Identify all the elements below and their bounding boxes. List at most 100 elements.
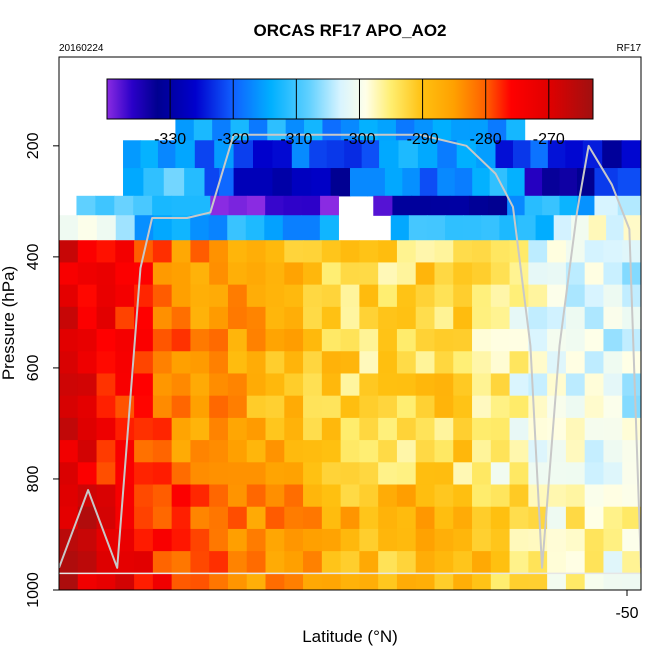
heatmap-cell [190,551,210,574]
heatmap-cell [190,329,210,352]
heatmap-cell [265,306,285,330]
heatmap-cell [284,484,304,508]
heatmap-cell [434,306,454,330]
heatmap-cell [576,195,596,216]
heatmap-cell [227,329,248,352]
heatmap-cell [530,140,549,169]
heatmap-cell [96,262,116,286]
heatmap-cell [415,262,436,286]
heatmap-cell [396,506,417,530]
heatmap-cell [434,573,454,590]
heatmap-cell [228,195,248,216]
heatmap-cell [622,462,641,486]
heatmap-cell [584,395,605,419]
heatmap-cell [434,395,454,419]
heatmap-cell [415,573,436,590]
heatmap-cell [321,440,342,463]
heatmap-cell [617,168,641,197]
colorbar-tick-label: -330 [154,131,186,148]
heatmap-cell [171,551,192,574]
heatmap-cell [246,284,267,308]
heatmap-cell [565,351,586,375]
heatmap-cell [547,484,567,508]
heatmap-cell [59,284,79,308]
heatmap-cell [209,329,229,352]
heatmap-cell [190,306,210,330]
heatmap-cell [415,395,436,419]
heatmap-cell [623,215,641,241]
heatmap-cell [453,484,473,508]
heatmap-cell [265,195,285,216]
heatmap-cell [330,168,351,197]
heatmap-cell [96,284,116,308]
heatmap-cell [622,484,641,508]
heatmap-cell [321,262,342,286]
heatmap-cell [490,395,511,419]
heatmap-cell [453,573,473,590]
heatmap-cell [284,240,304,264]
heatmap-cell [359,262,379,286]
heatmap-cell [227,573,248,590]
heatmap-cell [547,351,567,375]
heatmap-cell [340,284,360,308]
y-axis-label: Pressure (hPa) [0,266,18,380]
heatmap-cell [115,573,135,590]
heatmap-cell [509,528,529,552]
heatmap-cell [171,215,191,241]
heatmap-cell [321,329,342,352]
heatmap-cell [96,484,116,508]
colorbar-ramp [107,79,593,119]
heatmap-cell [96,395,116,419]
heatmap-cell [77,462,98,486]
heatmap-cell [209,351,229,375]
heatmap-cell [340,528,360,552]
heatmap-cell [77,284,98,308]
heatmap-cell [490,573,511,590]
heatmap-cell [59,351,79,375]
heatmap-cell [77,573,98,590]
heatmap-cell [246,351,267,375]
heatmap-cell [246,373,267,397]
heatmap-cell [134,417,154,441]
heatmap-cell [453,240,473,264]
heatmap-cell [507,168,526,197]
heatmap-cell [340,306,360,330]
heatmap-cell [340,262,360,286]
heatmap-cell [303,440,323,463]
heatmap-cell [208,215,228,241]
heatmap-cell [123,140,142,169]
heatmap-cell [490,417,511,441]
heatmap-cell [291,140,310,169]
heatmap-cell [115,373,135,397]
heatmap-cell [301,215,321,241]
heatmap-cell [209,440,229,463]
heatmap-cell [59,240,79,264]
heatmap-cell [134,484,154,508]
heatmap-cell [284,462,304,486]
heatmap-cell [114,195,134,216]
heatmap-cell [359,329,379,352]
heatmap-cell [209,395,229,419]
heatmap-cell [134,551,154,574]
heatmap-cell [152,240,173,264]
heatmap-cell [143,168,165,197]
colorbar-tick-label: -270 [533,131,565,148]
heatmap-cell [246,573,267,590]
heatmap-cell [303,573,323,590]
heatmap-cell [171,284,192,308]
heatmap-cell [59,506,79,530]
heatmap-cell [396,417,417,441]
heatmap-cell [565,240,586,264]
heatmap-cell [134,306,154,330]
heatmap-cell [284,306,304,330]
heatmap-cell [134,440,154,463]
heatmap-cell [378,440,398,463]
heatmap-cell [96,417,116,441]
heatmap-cell [265,262,285,286]
heatmap-cell [59,417,79,441]
heatmap-cell [490,306,511,330]
y-tick-label: 400 [25,243,42,270]
heatmap-cell [359,573,379,590]
heatmap-cell [456,140,477,169]
heatmap-cell [96,306,116,330]
